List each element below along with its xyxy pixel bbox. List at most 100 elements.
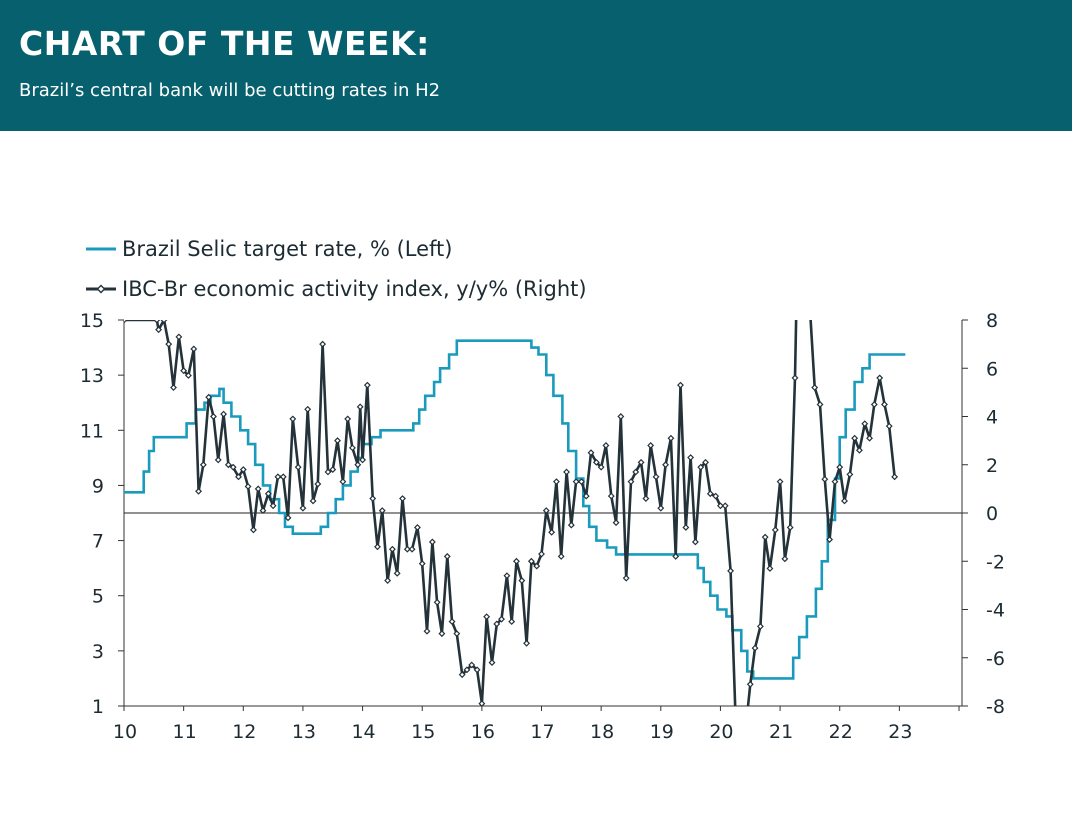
header-banner: CHART OF THE WEEK: Brazil’s central bank… (0, 0, 1072, 131)
ibc-marker (388, 545, 396, 553)
ibc-marker (786, 524, 794, 531)
ibc-marker (289, 415, 297, 423)
ibc-marker (533, 562, 541, 570)
ibc-marker (448, 618, 456, 626)
ibc-marker (363, 381, 371, 389)
ibc-marker (831, 478, 839, 486)
ibc-marker (622, 574, 630, 582)
ibc-marker (334, 437, 341, 445)
ibc-marker (751, 644, 759, 652)
ibc-marker (354, 461, 362, 469)
ibc-marker (846, 470, 854, 478)
ibc-marker (756, 622, 764, 630)
ibc-marker (518, 577, 526, 584)
ibc-marker (423, 627, 431, 635)
x-tick-label: 12 (232, 721, 256, 743)
ibc-marker (403, 545, 411, 553)
ibc-marker (428, 538, 436, 546)
ibc-marker (766, 565, 774, 572)
ibc-marker (816, 400, 824, 408)
ibc-marker (851, 434, 859, 442)
ibc-marker (657, 504, 665, 512)
legend: Brazil Selic target rate, % (Left) IBC-Br… (86, 237, 587, 301)
ibc-marker (702, 458, 709, 466)
ibc-marker (538, 550, 545, 558)
ibc-marker (309, 497, 317, 505)
ibc-marker (667, 434, 675, 442)
x-tick-label: 19 (650, 721, 674, 743)
ibc-marker (254, 485, 262, 493)
ibc-marker (269, 502, 277, 510)
selic-line (124, 339, 906, 680)
ibc-marker (727, 567, 735, 575)
ibc-marker (841, 497, 848, 505)
ibc-marker (746, 680, 754, 688)
ibc-marker (527, 557, 535, 565)
ibc-marker (647, 442, 655, 449)
x-tick-label: 15 (411, 721, 435, 743)
ibc-marker (508, 618, 516, 626)
ibc-marker (557, 552, 565, 560)
ibc-marker (881, 400, 888, 408)
ibc-marker (124, 320, 128, 324)
legend-label-ibc: IBC-Br economic activity index, y/y% (Ri… (122, 277, 587, 301)
ibc-marker (493, 620, 501, 628)
ibc-marker (821, 475, 829, 483)
left-tick-label: 13 (80, 365, 104, 387)
left-tick-label: 11 (80, 420, 104, 442)
ibc-marker (572, 478, 580, 486)
x-tick-label: 20 (709, 721, 733, 743)
ibc-marker (587, 449, 595, 457)
ibc-marker (190, 345, 198, 353)
ibc-marker (488, 659, 496, 667)
right-tick-label: 4 (986, 407, 998, 429)
ibc-marker (567, 521, 575, 529)
ibc-marker (552, 478, 560, 486)
ibc-marker (781, 555, 789, 563)
ibc-marker (523, 639, 531, 647)
ibc-marker (414, 524, 421, 531)
ibc-marker (687, 454, 695, 461)
ibc-marker (721, 502, 729, 510)
ibc-marker (384, 577, 392, 584)
ibc-line (124, 320, 896, 706)
ibc-marker (627, 478, 635, 486)
ibc-marker (195, 487, 203, 495)
left-tick-label: 5 (92, 586, 104, 608)
ibc-marker (578, 478, 585, 486)
ibc-marker (453, 630, 461, 638)
ibc-marker (314, 480, 322, 488)
ibc-marker (866, 434, 874, 442)
ibc-marker (743, 728, 748, 733)
x-tick-label: 14 (351, 721, 375, 743)
ibc-marker (356, 403, 364, 411)
ibc-marker (408, 545, 416, 553)
ibc-marker (478, 700, 486, 706)
legend-label-selic: Brazil Selic target rate, % (Left) (122, 237, 452, 261)
ibc-marker (205, 393, 213, 401)
right-tick-label: -8 (986, 696, 1005, 718)
ibc-marker (885, 422, 893, 430)
ibc-marker (803, 245, 808, 250)
ibc-marker (607, 492, 615, 500)
banner-subtitle: Brazil’s central bank will be cutting ra… (19, 80, 441, 101)
ibc-marker (861, 420, 869, 428)
ibc-marker (672, 552, 680, 560)
ibc-marker (826, 536, 834, 543)
ibc-marker (891, 473, 899, 481)
ibc-marker (443, 552, 451, 560)
ibc-marker (632, 468, 640, 476)
ibc-marker (339, 478, 347, 486)
ibc-marker (855, 446, 863, 454)
ibc-marker (399, 495, 406, 502)
ibc-marker (811, 384, 819, 391)
ibc-marker (304, 405, 312, 413)
x-tick-label: 13 (292, 721, 316, 743)
ibc-marker (344, 415, 352, 423)
left-tick-label: 1 (92, 696, 104, 718)
ibc-marker (378, 507, 386, 515)
ibc-marker (264, 490, 272, 498)
ibc-marker (299, 504, 307, 512)
ibc-marker (374, 543, 381, 551)
